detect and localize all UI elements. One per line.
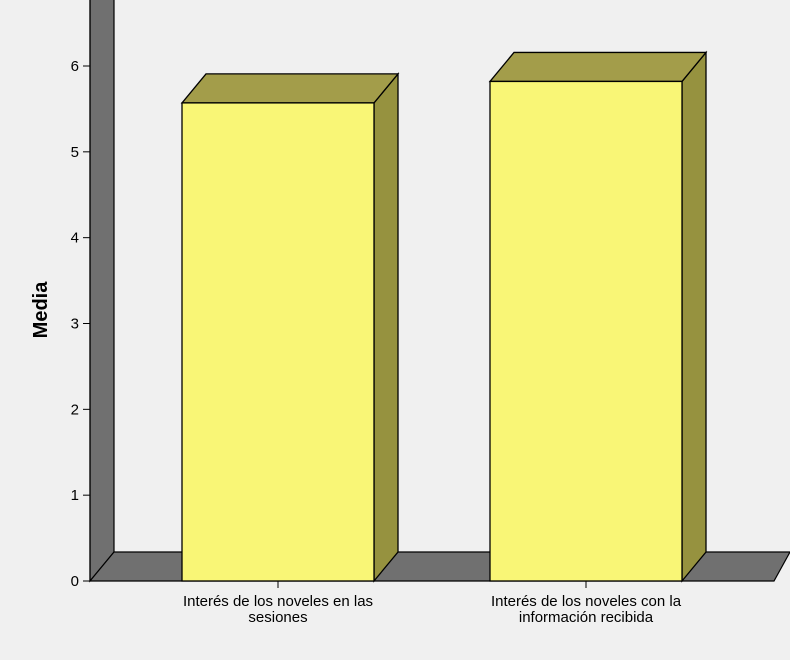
bar-group — [180, 72, 400, 583]
bar-group — [488, 50, 708, 583]
y-tick-label: 4 — [71, 230, 79, 247]
bar-side — [373, 72, 399, 583]
y-tick-label: 3 — [71, 316, 79, 333]
left-wall — [89, 0, 115, 583]
x-tick-label: Interés de los noveles con la información… — [491, 593, 682, 626]
x-tick-label: Interés de los noveles en las sesiones — [183, 593, 373, 626]
y-tick-label: 6 — [71, 58, 79, 75]
bar-top — [180, 73, 400, 104]
y-tick-label: 5 — [71, 144, 79, 161]
bar — [489, 80, 683, 582]
bar — [181, 102, 375, 582]
bar-side — [681, 50, 707, 583]
y-tick-label: 0 — [71, 573, 79, 590]
y-axis-title: Media — [30, 281, 52, 339]
bar-top — [488, 51, 708, 83]
y-tick-label: 1 — [71, 487, 79, 504]
y-tick-label: 2 — [71, 401, 79, 418]
